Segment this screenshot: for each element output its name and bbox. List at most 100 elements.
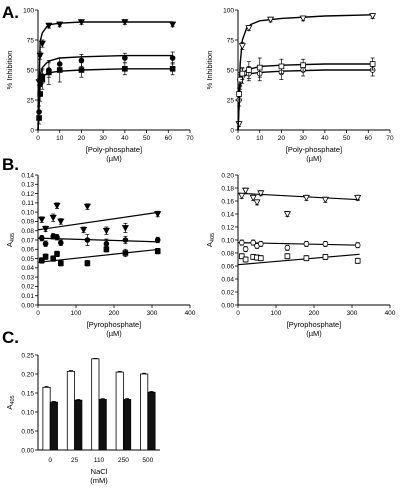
x-tick-label: 70 bbox=[186, 135, 194, 142]
y-tick-label: 0.14 bbox=[21, 172, 34, 179]
chart-a-right: 0 25 50 75 100 0 10 20 30 40 50 60 70 [Poly-phosphate… bbox=[205, 7, 394, 163]
x-tick-label: 40 bbox=[121, 135, 129, 142]
x-tick-label: 0 bbox=[236, 135, 240, 142]
y-tick-label: 0.25 bbox=[21, 352, 34, 359]
y-tick-label: 75 bbox=[227, 37, 235, 44]
data-point bbox=[267, 16, 275, 24]
data-point bbox=[257, 255, 264, 262]
y-tick-label: 0.06 bbox=[21, 247, 34, 254]
y-tick-label: 0.08 bbox=[221, 250, 234, 257]
bar bbox=[115, 371, 124, 451]
data-point bbox=[84, 260, 91, 267]
y-tick-label: 0.16 bbox=[221, 198, 234, 205]
y-tick-label: 75 bbox=[27, 37, 35, 44]
y-tick-label: 0.20 bbox=[21, 371, 34, 378]
data-point bbox=[257, 241, 264, 247]
data-point bbox=[36, 52, 44, 60]
x-tick-label: 0 bbox=[36, 135, 40, 142]
bar bbox=[74, 399, 83, 451]
data-point bbox=[239, 239, 245, 246]
y-tick-label: 0.12 bbox=[21, 191, 34, 198]
data-point bbox=[169, 21, 177, 29]
data-point bbox=[38, 40, 46, 48]
data-point bbox=[246, 67, 252, 73]
data-point bbox=[369, 13, 377, 20]
data-point bbox=[169, 66, 176, 72]
data-point bbox=[121, 225, 129, 232]
data-point bbox=[83, 203, 91, 211]
x-tick-label: 50 bbox=[143, 135, 151, 142]
data-point bbox=[238, 192, 246, 200]
x-axis-title: [Poly-phosphate] bbox=[286, 145, 342, 154]
data-point bbox=[42, 226, 50, 233]
y-tick-label: 0.00 bbox=[21, 447, 34, 454]
x-axis-title: [Pyrophosphate] bbox=[87, 320, 142, 329]
x-axis-unit: (µM) bbox=[306, 154, 322, 163]
y-tick-label: 0.10 bbox=[21, 409, 34, 416]
y-tick-label: 25 bbox=[227, 97, 235, 104]
y-tick-label: 0.11 bbox=[22, 200, 35, 207]
y-tick-label: 0.10 bbox=[221, 237, 234, 244]
y-tick-label: 0.04 bbox=[21, 265, 34, 272]
data-point bbox=[239, 70, 246, 77]
data-point bbox=[278, 63, 285, 70]
data-point bbox=[257, 190, 265, 197]
data-point bbox=[256, 64, 263, 71]
y-tick-label: 100 bbox=[223, 7, 234, 14]
data-point bbox=[58, 260, 64, 267]
data-point bbox=[103, 246, 110, 253]
data-point bbox=[242, 246, 249, 252]
x-tick-label: 20 bbox=[278, 135, 286, 142]
y-tick-label: 0 bbox=[230, 127, 234, 134]
data-point bbox=[38, 216, 46, 224]
x-tick-label: 70 bbox=[386, 135, 394, 142]
y-tick-label: 0.01 bbox=[21, 293, 34, 300]
x-tick-label: 400 bbox=[185, 310, 196, 317]
x-axis-title: [Poly-phosphate] bbox=[86, 145, 142, 154]
data-point bbox=[238, 253, 245, 260]
y-tick-label: 50 bbox=[27, 67, 35, 74]
data-point bbox=[284, 253, 291, 260]
y-tick-label: 100 bbox=[23, 7, 34, 14]
x-tick-label: 60 bbox=[165, 135, 173, 142]
data-point bbox=[154, 248, 161, 254]
data-point bbox=[49, 214, 57, 222]
x-tick-label: 100 bbox=[71, 310, 82, 317]
data-point bbox=[122, 66, 128, 72]
y-tick-label: 0.06 bbox=[221, 263, 234, 270]
data-point bbox=[300, 62, 306, 68]
data-point bbox=[236, 91, 242, 97]
bar bbox=[123, 399, 132, 451]
x-axis-unit: (µM) bbox=[306, 329, 322, 338]
x-tick-label: 0 bbox=[236, 310, 240, 317]
y-tick-label: 0.14 bbox=[221, 211, 234, 218]
x-axis-unit: (mM) bbox=[90, 476, 108, 485]
category-label: 250 bbox=[118, 457, 129, 464]
data-point bbox=[42, 253, 49, 260]
data-point bbox=[299, 15, 307, 23]
data-point bbox=[77, 19, 85, 26]
data-point bbox=[322, 241, 329, 247]
data-point bbox=[249, 194, 257, 202]
data-point bbox=[322, 254, 329, 260]
y-tick-label: 0.15 bbox=[21, 390, 34, 397]
data-point bbox=[154, 237, 161, 243]
y-tick-label: 0.12 bbox=[221, 224, 234, 231]
data-point bbox=[169, 55, 176, 61]
data-point bbox=[154, 211, 162, 218]
x-tick-label: 20 bbox=[78, 135, 86, 142]
data-point bbox=[122, 237, 129, 243]
data-point bbox=[56, 21, 64, 29]
chart-c: 0.00 0.05 0.10 0.15 0.20 0.25 NaCl(mM) A405 0 25 1… bbox=[5, 352, 160, 485]
data-point bbox=[46, 69, 52, 76]
fit-line bbox=[237, 192, 360, 201]
fit-curve bbox=[237, 69, 373, 131]
data-point bbox=[303, 241, 310, 247]
x-axis-title: [Pyrophosphate] bbox=[287, 320, 342, 329]
x-tick-label: 100 bbox=[271, 310, 282, 317]
y-tick-label: 0.08 bbox=[21, 228, 34, 235]
x-tick-label: 300 bbox=[147, 310, 158, 317]
x-tick-label: 30 bbox=[300, 135, 308, 142]
